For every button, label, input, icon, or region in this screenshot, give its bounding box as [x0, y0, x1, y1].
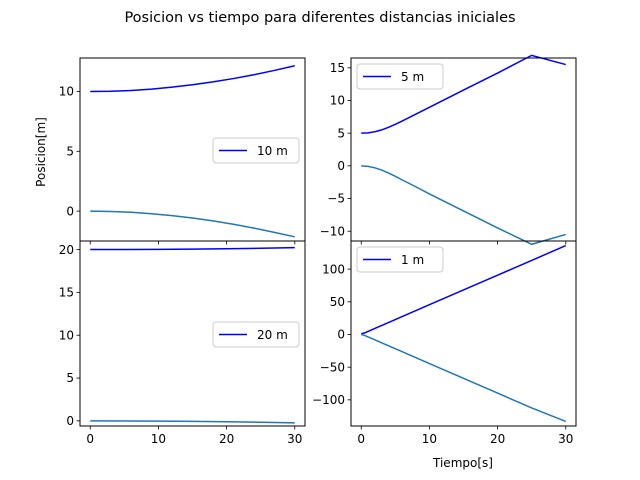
y-tick-label: 0	[337, 159, 345, 173]
y-tick-label: 10	[330, 94, 345, 108]
series-line-steelblue	[361, 165, 566, 246]
x-tick-label: 30	[558, 432, 573, 446]
legend-box	[212, 321, 300, 348]
series-line-blue	[90, 65, 295, 93]
series-line-blue	[90, 246, 295, 251]
y-tick-label: 15	[59, 286, 74, 300]
legend-box	[212, 137, 300, 164]
x-tick-label: 30	[287, 432, 302, 446]
subplot-top-left: 0 5 10 10 m	[59, 57, 306, 245]
x-tick-label: 20	[490, 432, 505, 446]
y-tick-label: 0	[66, 414, 74, 428]
y-tick-label: 0	[337, 328, 345, 342]
y-tick-label: −10	[320, 224, 345, 238]
legend: 1 m	[356, 246, 444, 273]
series-line-steelblue	[90, 210, 295, 238]
y-tick-label: 20	[59, 243, 74, 257]
x-tick-label: 0	[86, 432, 94, 446]
y-tick-label: 5	[337, 126, 345, 140]
axes-frame	[350, 240, 577, 427]
x-tick-label: 20	[219, 432, 234, 446]
subplot-bottom-right: −100 −50 0 50 100 0 10 20 30 1 m	[312, 240, 577, 446]
x-tick-label: 10	[422, 432, 437, 446]
y-tick-label: 10	[59, 85, 74, 99]
x-tick-label: 10	[151, 432, 166, 446]
x-axis-label: Tiempo[s]	[432, 456, 493, 470]
legend-label: 10 m	[257, 144, 288, 158]
series-line-blue	[361, 244, 567, 335]
legend: 20 m	[212, 321, 300, 348]
legend-label: 1 m	[401, 253, 424, 267]
y-tick-label: 100	[322, 262, 345, 276]
y-tick-label: 5	[66, 144, 74, 158]
y-tick-label: 10	[59, 328, 74, 342]
legend-box	[356, 246, 444, 273]
y-tick-label: −50	[320, 360, 345, 374]
series-line-blue	[361, 54, 566, 134]
y-tick-label: 0	[66, 204, 74, 218]
subplot-top-right: −10 −5 0 5 10 15 5 m	[320, 54, 577, 246]
legend: 10 m	[212, 137, 300, 164]
y-tick-label: 5	[66, 371, 74, 385]
y-tick-label: −100	[312, 393, 345, 407]
axes-frame	[79, 240, 306, 427]
series-line-steelblue	[361, 333, 567, 423]
y-tick-label: 15	[330, 61, 345, 75]
y-tick-label: −5	[327, 192, 345, 206]
y-axis-label: Posicion[m]	[34, 117, 48, 187]
x-tick-label: 0	[357, 432, 365, 446]
series-line-steelblue	[90, 420, 295, 424]
legend: 5 m	[356, 63, 444, 90]
legend-label: 5 m	[401, 70, 424, 84]
legend-box	[356, 63, 444, 90]
y-tick-label: 50	[330, 295, 345, 309]
subplot-bottom-left: 0 5 10 15 20 0 10 20 30 20 m	[59, 240, 306, 446]
figure-title: Posicion vs tiempo para diferentes dista…	[124, 10, 515, 26]
legend-label: 20 m	[257, 328, 288, 342]
